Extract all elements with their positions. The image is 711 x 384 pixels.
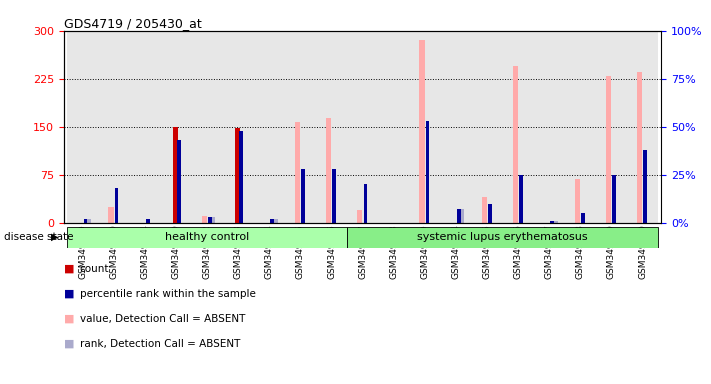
Bar — [67, 31, 98, 223]
Bar — [254, 31, 285, 223]
Bar — [285, 31, 316, 223]
Bar — [534, 31, 565, 223]
Text: disease state: disease state — [4, 232, 73, 242]
Bar — [191, 31, 223, 223]
Bar — [235, 128, 240, 223]
Bar — [550, 221, 554, 223]
Bar — [575, 179, 580, 223]
Bar — [208, 217, 212, 223]
Bar — [223, 31, 254, 223]
Bar — [84, 219, 87, 223]
Text: count: count — [80, 264, 109, 274]
Bar — [146, 219, 149, 223]
Text: ▶: ▶ — [50, 232, 58, 242]
Bar — [108, 207, 114, 223]
Bar — [503, 31, 534, 223]
Bar — [457, 209, 461, 223]
Bar — [67, 227, 347, 248]
Bar — [295, 122, 300, 223]
Text: value, Detection Call = ABSENT: value, Detection Call = ABSENT — [80, 314, 245, 324]
Bar — [606, 76, 611, 223]
Bar — [161, 31, 191, 223]
Bar — [301, 169, 305, 223]
Bar — [333, 169, 336, 223]
Bar — [565, 31, 596, 223]
Text: healthy control: healthy control — [165, 232, 249, 242]
Bar — [440, 31, 471, 223]
Bar — [582, 213, 585, 223]
Bar — [513, 66, 518, 223]
Bar — [426, 121, 429, 223]
Bar — [637, 72, 642, 223]
Bar — [270, 219, 274, 223]
Bar — [519, 175, 523, 223]
Bar — [274, 219, 278, 223]
Bar — [347, 227, 658, 248]
Text: ■: ■ — [64, 339, 75, 349]
Bar — [378, 31, 410, 223]
Bar — [627, 31, 658, 223]
Bar — [202, 216, 207, 223]
Bar — [177, 140, 181, 223]
Bar — [98, 31, 129, 223]
Bar — [461, 209, 464, 223]
Bar — [419, 40, 424, 223]
Bar — [212, 217, 215, 223]
Bar — [612, 175, 616, 223]
Text: ■: ■ — [64, 264, 75, 274]
Text: systemic lupus erythematosus: systemic lupus erythematosus — [417, 232, 588, 242]
Bar — [239, 131, 243, 223]
Bar — [173, 127, 178, 223]
Bar — [326, 118, 331, 223]
Bar — [554, 221, 557, 223]
Text: percentile rank within the sample: percentile rank within the sample — [80, 289, 255, 299]
Bar — [316, 31, 347, 223]
Text: ■: ■ — [64, 314, 75, 324]
Text: rank, Detection Call = ABSENT: rank, Detection Call = ABSENT — [80, 339, 240, 349]
Bar — [363, 184, 368, 223]
Bar — [596, 31, 627, 223]
Bar — [114, 188, 119, 223]
Text: ■: ■ — [64, 289, 75, 299]
Bar — [481, 197, 487, 223]
Bar — [357, 210, 363, 223]
Bar — [471, 31, 503, 223]
Text: GDS4719 / 205430_at: GDS4719 / 205430_at — [64, 17, 202, 30]
Bar — [410, 31, 440, 223]
Bar — [347, 31, 378, 223]
Bar — [643, 150, 647, 223]
Bar — [87, 219, 91, 223]
Bar — [129, 31, 161, 223]
Bar — [488, 204, 492, 223]
